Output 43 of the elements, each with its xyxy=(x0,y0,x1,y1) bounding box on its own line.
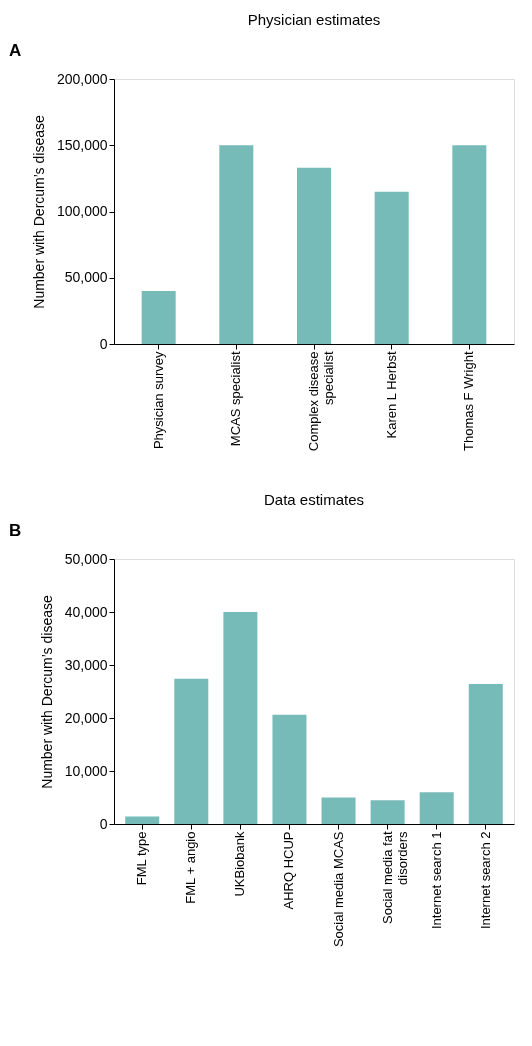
x-tick-label: Physician survey xyxy=(150,351,166,450)
x-tick-label: MCAS specialist xyxy=(228,351,244,447)
text: B xyxy=(9,521,22,540)
y-tick-label: 100,000 xyxy=(56,203,108,219)
bar xyxy=(374,191,409,344)
bar xyxy=(174,678,209,824)
bar xyxy=(125,816,160,824)
y-tick-label: 10,000 xyxy=(64,762,108,779)
x-tick-label: FML + angio xyxy=(183,831,199,904)
y-tick-label: 30,000 xyxy=(64,656,108,673)
y-tick-label: 150,000 xyxy=(56,136,108,153)
bar xyxy=(452,145,487,344)
bar xyxy=(219,145,254,344)
x-tick-label: AHRQ HCUP xyxy=(281,831,297,910)
x-tick-label: UKBiobank xyxy=(232,831,248,897)
x-tick-label: Internet search 1 xyxy=(428,831,444,930)
y-tick-label: 0 xyxy=(99,335,108,352)
y-tick-label: 40,000 xyxy=(64,603,108,620)
x-tick-label: Social media MCAS xyxy=(330,831,346,948)
text: A xyxy=(9,41,22,60)
bar xyxy=(321,797,356,824)
y-tick-label: 200,000 xyxy=(56,70,108,87)
bar xyxy=(223,612,258,824)
bar xyxy=(468,684,503,824)
chart-title: Physician estimates xyxy=(247,11,381,28)
bar xyxy=(370,800,405,824)
y-tick-label: 50,000 xyxy=(64,550,108,567)
y-tick-label: 20,000 xyxy=(64,709,108,726)
bar xyxy=(297,167,331,344)
chart-title: Data estimates xyxy=(263,491,365,508)
x-tick-label: Internet search 2 xyxy=(477,831,493,930)
x-tick-label: FML type xyxy=(134,831,150,886)
x-tick-label: Karen L Herbst xyxy=(383,351,399,439)
y-tick-label: 0 xyxy=(99,815,108,832)
bar xyxy=(141,291,176,344)
bar xyxy=(272,714,307,824)
x-tick-label: Complex disease specialist xyxy=(306,351,336,452)
bar xyxy=(419,792,454,824)
x-tick-label: Social media fat disorders xyxy=(379,831,410,924)
y-axis-title: Number with Dercum’s disease xyxy=(38,595,55,789)
y-axis-title: Number with Dercum’s disease xyxy=(30,115,47,309)
y-tick-label: 50,000 xyxy=(64,269,108,286)
x-tick-label: Thomas F Wright xyxy=(461,351,477,451)
